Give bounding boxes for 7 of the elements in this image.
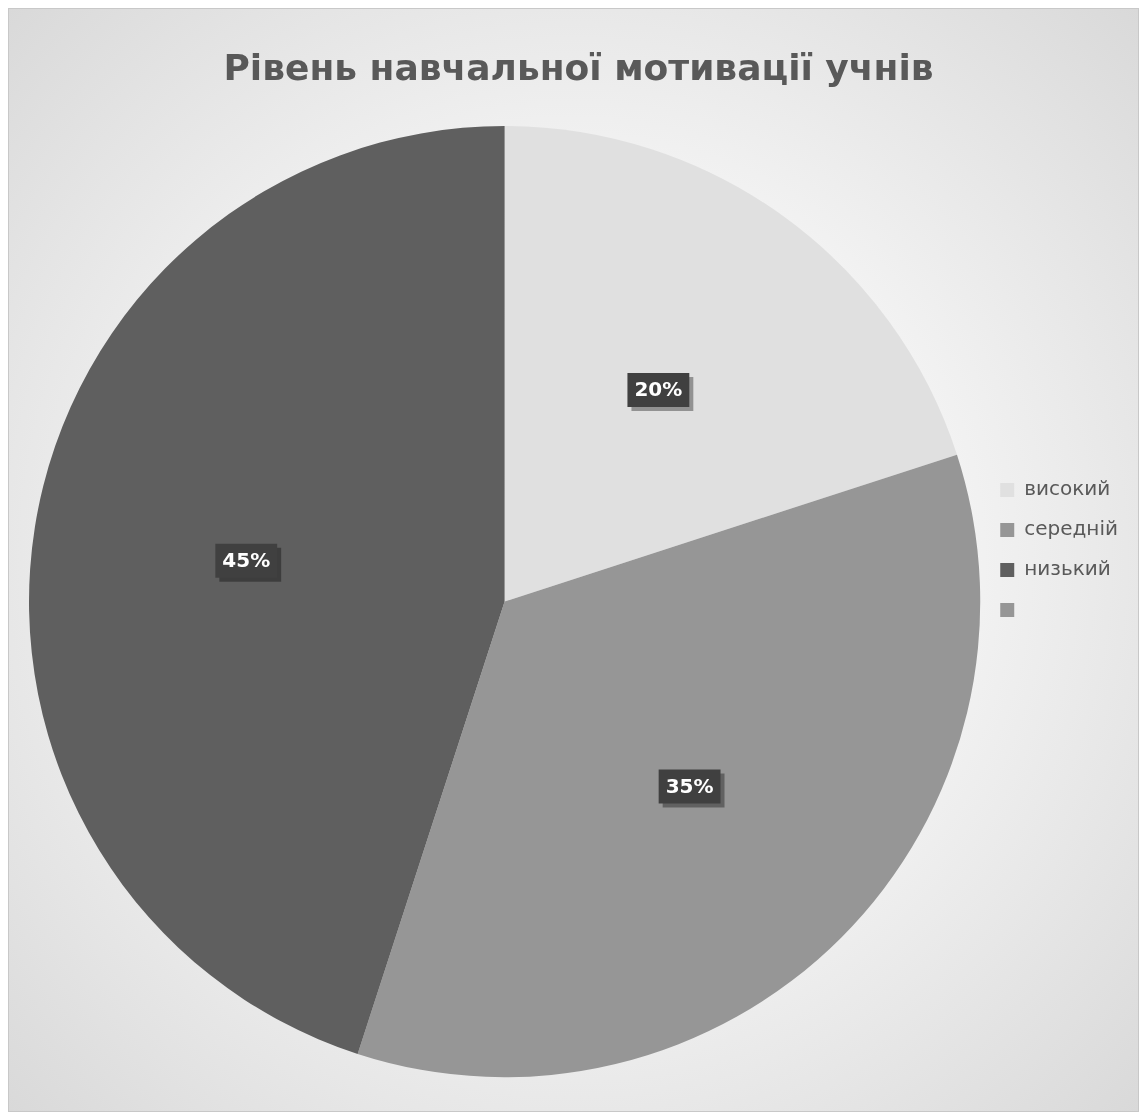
chart-title: Рівень навчальної мотивації учнів [223, 46, 934, 88]
data-label: 45% [222, 547, 271, 572]
legend-label: високий [1024, 476, 1111, 501]
legend-label: низький [1024, 556, 1111, 581]
data-label: 35% [665, 773, 714, 798]
data-label: 20% [634, 377, 683, 402]
legend-label: середній [1024, 516, 1119, 541]
